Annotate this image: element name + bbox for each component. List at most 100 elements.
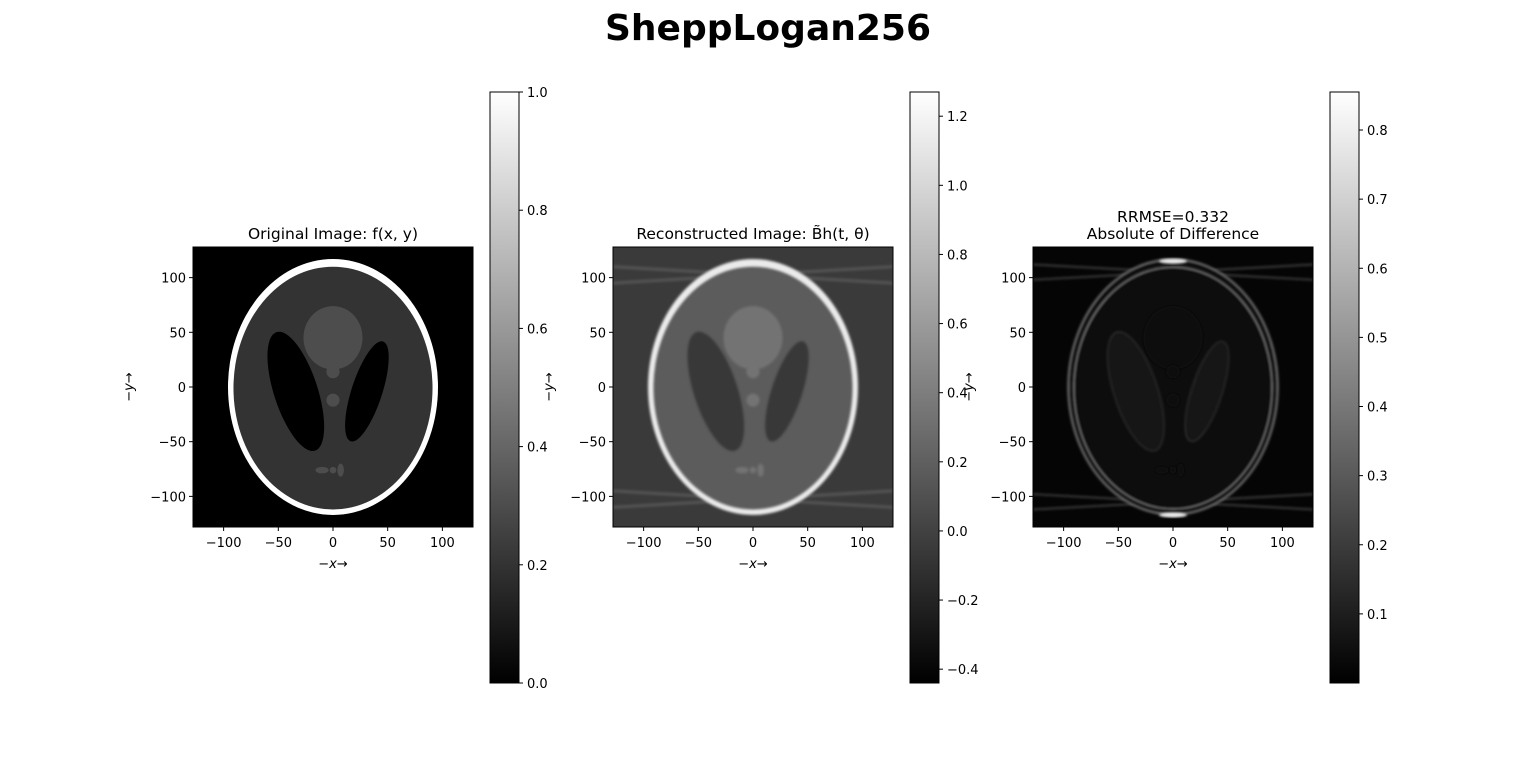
x-tick-label: 0 — [1169, 536, 1177, 551]
phantom-ellipse — [687, 331, 745, 452]
colorbar-tick-label: 0.1 — [1367, 608, 1388, 623]
image-shepp-logan-abs-difference — [1033, 247, 1313, 527]
colorbar-tick-label: 0.8 — [947, 248, 968, 263]
y-tick-label: −100 — [150, 490, 186, 505]
colorbar: 0.1 0.2 0.3 0.4 0.5 0.6 0.7 0.8 — [1329, 91, 1388, 684]
image-shepp-logan-reconstruction — [613, 247, 893, 527]
y-axis-label: −y→ — [122, 372, 137, 402]
colorbar-tick-label: 0.8 — [527, 204, 548, 219]
colorbar-tick-label: 1.0 — [947, 179, 968, 194]
colorbar-gradient — [1329, 91, 1360, 684]
colorbar-tick-label: 0.6 — [947, 318, 968, 333]
colorbar-tick-label: 0.6 — [527, 322, 548, 337]
bright-edge-spot — [1159, 512, 1187, 518]
phantom-ellipse — [1155, 466, 1169, 474]
colorbar-tick-label: 0.2 — [527, 559, 548, 574]
phantom-ellipse — [267, 331, 325, 452]
y-tick-label: 0 — [178, 381, 186, 396]
panel-title: Reconstructed Image: B̃h(t, θ) — [636, 224, 869, 243]
colorbar-tick-label: 0.4 — [947, 387, 968, 402]
colorbar-tick-label: 0.0 — [947, 525, 968, 540]
y-tick-label: 0 — [1018, 381, 1026, 396]
image-shepp-logan-original — [193, 247, 473, 527]
phantom-ellipse — [1166, 365, 1180, 379]
phantom-ellipse — [757, 463, 764, 477]
x-tick-label: −50 — [1105, 536, 1132, 551]
colorbar: −0.4 −0.2 0.0 0.2 0.4 0.6 0.8 1.0 1.2 — [909, 91, 979, 684]
colorbar-tick-label: 0.2 — [947, 456, 968, 471]
y-tick-label: 50 — [1009, 326, 1026, 341]
phantom-ellipse — [1072, 266, 1274, 510]
colorbar-tick-label: 0.7 — [1367, 193, 1388, 208]
x-tick-label: −50 — [685, 536, 712, 551]
phantom-ellipse — [746, 393, 760, 407]
x-tick-label: 0 — [329, 536, 337, 551]
phantom-ellipse — [337, 463, 344, 477]
phantom-ellipse — [329, 466, 337, 474]
colorbar-gradient — [489, 91, 520, 684]
x-tick-label: −50 — [265, 536, 292, 551]
x-axis-label: −x→ — [1158, 557, 1188, 572]
panel-3: −100 −50 0 50 100 100 50 0 −50 −100 −x→ −y→ RRMSE=0.… — [962, 91, 1388, 684]
colorbar-tick-label: 0.6 — [1367, 262, 1388, 277]
x-tick-label: 50 — [379, 536, 396, 551]
phantom-ellipse — [653, 266, 853, 510]
y-tick-label: −100 — [570, 490, 606, 505]
x-tick-label: 0 — [749, 536, 757, 551]
x-tick-label: 100 — [430, 536, 455, 551]
x-tick-label: 100 — [1270, 536, 1295, 551]
colorbar-tick-label: 0.0 — [527, 677, 548, 692]
x-tick-label: 100 — [850, 536, 875, 551]
colorbar-tick-label: 0.3 — [1367, 470, 1388, 485]
phantom-ellipse — [723, 306, 783, 370]
phantom-ellipse — [233, 266, 433, 510]
y-tick-label: −50 — [579, 436, 606, 451]
phantom-ellipse — [749, 466, 757, 474]
y-axis-label: −y→ — [542, 372, 557, 402]
phantom-ellipse — [1169, 466, 1177, 474]
phantom-ellipse — [326, 393, 340, 407]
phantom-ellipse — [1166, 393, 1180, 407]
phantom-ellipse — [315, 466, 329, 474]
x-tick-label: −100 — [1046, 536, 1082, 551]
panel-1: −100 −50 0 50 100 100 50 0 −50 −100 −x→ −y→ Original… — [122, 86, 548, 692]
x-axis-label: −x→ — [738, 557, 768, 572]
colorbar-gradient — [909, 91, 940, 684]
y-tick-label: 100 — [1001, 272, 1026, 287]
colorbar-tick-label: 0.4 — [527, 441, 548, 456]
colorbar-tick-label: 1.0 — [527, 86, 548, 101]
phantom-ellipse — [303, 306, 363, 370]
x-axis-label: −x→ — [318, 557, 348, 572]
phantom-ellipse — [345, 341, 389, 442]
phantom-ellipse — [735, 466, 749, 474]
x-tick-label: −100 — [206, 536, 242, 551]
y-tick-label: 50 — [589, 326, 606, 341]
phantom-ellipse — [746, 365, 760, 379]
y-axis-label: −y→ — [962, 372, 977, 402]
y-tick-label: −50 — [159, 436, 186, 451]
colorbar-tick-label: 0.2 — [1367, 539, 1388, 554]
panel-title: RRMSE=0.332 — [1117, 208, 1229, 226]
y-tick-label: 50 — [169, 326, 186, 341]
colorbar-tick-label: −0.4 — [947, 663, 979, 678]
phantom-ellipse — [1184, 340, 1230, 442]
panel-title: Original Image: f(x, y) — [248, 225, 418, 243]
colorbar: 0.0 0.2 0.4 0.6 0.8 1.0 — [489, 86, 548, 692]
panel-title: Absolute of Difference — [1087, 225, 1259, 243]
colorbar-tick-label: 1.2 — [947, 110, 968, 125]
y-tick-label: −100 — [990, 490, 1026, 505]
bright-edge-spot — [1159, 258, 1187, 264]
panel-2: −100 −50 0 50 100 100 50 0 −50 −100 −x→ −y→ Reconstr… — [542, 91, 979, 684]
x-tick-label: −100 — [626, 536, 662, 551]
x-tick-label: 50 — [799, 536, 816, 551]
x-tick-label: 50 — [1219, 536, 1236, 551]
colorbar-tick-label: 0.8 — [1367, 124, 1388, 139]
colorbar-tick-label: 0.4 — [1367, 401, 1388, 416]
phantom-ellipse — [765, 341, 809, 442]
colorbar-tick-label: 0.5 — [1367, 331, 1388, 346]
figure-title: SheppLogan256 — [604, 8, 932, 49]
phantom-ellipse — [1143, 306, 1203, 370]
phantom-ellipse — [326, 365, 340, 379]
y-tick-label: 0 — [598, 381, 606, 396]
